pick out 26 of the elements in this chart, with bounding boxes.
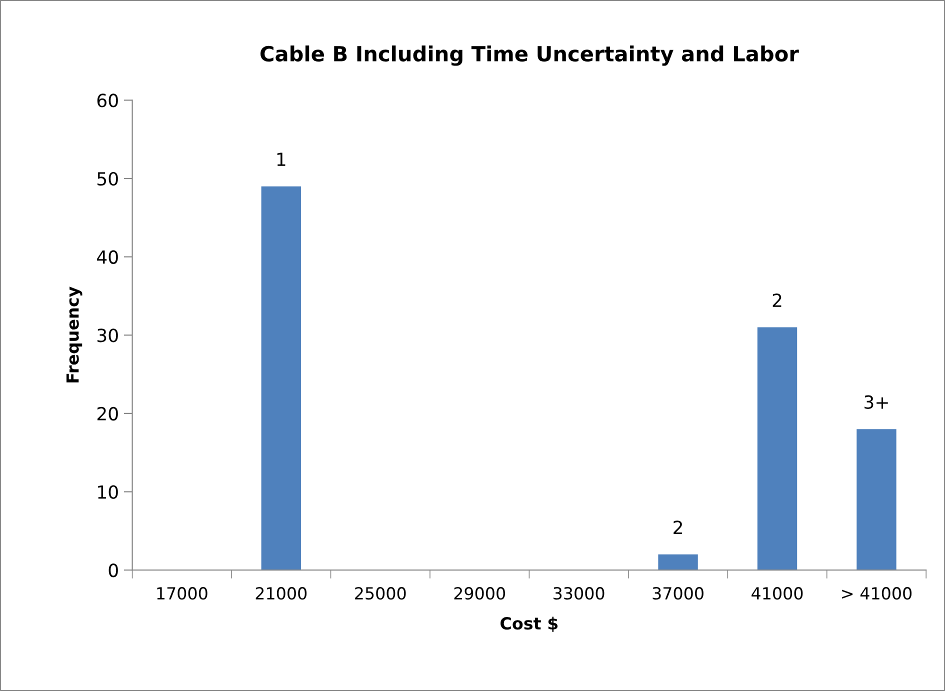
x-tick-label: 37000 [652, 587, 704, 600]
annotation: 1 [277, 152, 286, 166]
x-tick-label: > 41000 [842, 587, 912, 600]
annotation: 2 [772, 293, 782, 307]
x-tick-label: 29000 [454, 587, 505, 600]
annotation: 2 [674, 520, 682, 534]
bar [757, 327, 798, 570]
x-tick-label: 33000 [554, 587, 604, 600]
y-tick-label: 50 [98, 172, 118, 186]
y-tick-label: 40 [97, 250, 118, 264]
y-tick-label: 30 [98, 328, 118, 342]
x-tick-label: 41000 [752, 587, 803, 600]
y-tick-label: 20 [97, 406, 118, 421]
x-tick-label: 25000 [355, 587, 406, 600]
x-tick-label: 21000 [256, 587, 307, 600]
y-tick-label: 60 [97, 94, 118, 108]
x-axis-title: Cost $ [500, 616, 558, 632]
bar [261, 186, 301, 570]
bar [856, 429, 896, 570]
bar [658, 554, 698, 570]
y-axis-title: Frequency [66, 286, 82, 382]
chart-title: Cable B Including Time Uncertainty and Labor [260, 45, 799, 66]
x-tick-label: 17000 [157, 587, 208, 600]
y-tick-label: 0 [108, 564, 118, 578]
y-tick-label: 10 [98, 485, 118, 499]
annotation: 3+ [864, 395, 888, 409]
